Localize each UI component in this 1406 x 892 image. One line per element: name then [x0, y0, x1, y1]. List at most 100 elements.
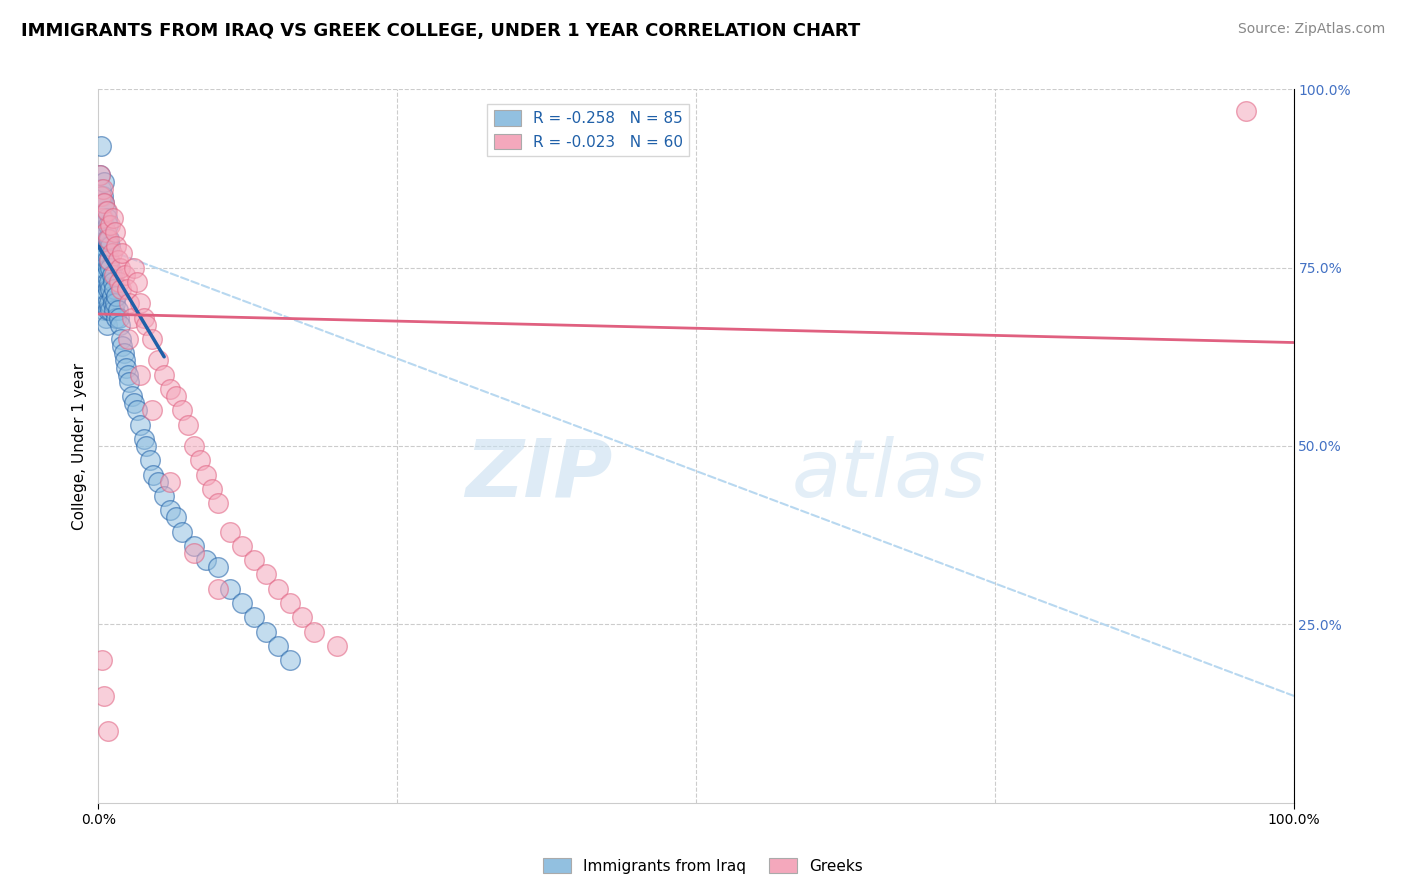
Point — [108, 260, 131, 275]
Point — [107, 303, 129, 318]
Point — [183, 539, 205, 553]
Point — [98, 239, 122, 253]
Point — [107, 275, 129, 289]
Point — [121, 310, 143, 325]
Point — [100, 246, 122, 260]
Point — [103, 282, 125, 296]
Point — [93, 689, 115, 703]
Point — [135, 439, 157, 453]
Point — [97, 282, 120, 296]
Point — [98, 296, 121, 310]
Point — [91, 260, 114, 275]
Point — [97, 218, 120, 232]
Point — [98, 282, 122, 296]
Point — [94, 268, 117, 282]
Point — [142, 467, 165, 482]
Point — [96, 232, 118, 246]
Point — [141, 403, 163, 417]
Point — [302, 624, 325, 639]
Point — [97, 260, 120, 275]
Point — [96, 318, 118, 332]
Point — [159, 475, 181, 489]
Point — [153, 368, 176, 382]
Point — [91, 239, 114, 253]
Point — [98, 260, 122, 275]
Point — [100, 289, 122, 303]
Point — [112, 346, 135, 360]
Point — [103, 303, 125, 318]
Legend: Immigrants from Iraq, Greeks: Immigrants from Iraq, Greeks — [537, 852, 869, 880]
Point — [115, 360, 138, 375]
Point — [100, 268, 122, 282]
Point — [254, 624, 277, 639]
Point — [94, 203, 117, 218]
Point — [125, 403, 148, 417]
Point — [93, 282, 115, 296]
Point — [111, 246, 134, 260]
Point — [93, 175, 115, 189]
Point — [110, 282, 132, 296]
Point — [90, 182, 112, 196]
Point — [96, 253, 118, 268]
Point — [159, 503, 181, 517]
Point — [129, 296, 152, 310]
Point — [97, 724, 120, 739]
Text: IMMIGRANTS FROM IRAQ VS GREEK COLLEGE, UNDER 1 YEAR CORRELATION CHART: IMMIGRANTS FROM IRAQ VS GREEK COLLEGE, U… — [21, 22, 860, 40]
Point — [129, 368, 152, 382]
Point — [98, 275, 121, 289]
Point — [153, 489, 176, 503]
Point — [93, 260, 115, 275]
Point — [124, 260, 146, 275]
Point — [165, 510, 187, 524]
Point — [101, 275, 124, 289]
Point — [98, 232, 121, 246]
Point — [104, 225, 127, 239]
Point — [96, 275, 118, 289]
Point — [94, 289, 117, 303]
Point — [172, 403, 194, 417]
Point — [91, 196, 114, 211]
Point — [101, 211, 124, 225]
Point — [291, 610, 314, 624]
Point — [91, 653, 114, 667]
Point — [114, 268, 136, 282]
Point — [125, 275, 148, 289]
Point — [94, 225, 117, 239]
Point — [117, 368, 139, 382]
Point — [96, 211, 118, 225]
Point — [177, 417, 200, 432]
Point — [278, 596, 301, 610]
Point — [117, 332, 139, 346]
Point — [91, 225, 114, 239]
Point — [91, 189, 114, 203]
Point — [243, 610, 266, 624]
Point — [110, 332, 132, 346]
Point — [93, 196, 115, 211]
Point — [97, 232, 120, 246]
Point — [118, 296, 141, 310]
Point — [93, 218, 115, 232]
Point — [97, 303, 120, 318]
Point — [231, 539, 253, 553]
Point — [139, 453, 162, 467]
Point — [107, 253, 129, 268]
Point — [98, 303, 122, 318]
Point — [93, 196, 115, 211]
Point — [243, 553, 266, 567]
Point — [195, 467, 218, 482]
Point — [201, 482, 224, 496]
Point — [114, 353, 136, 368]
Point — [135, 318, 157, 332]
Point — [124, 396, 146, 410]
Point — [1234, 103, 1257, 118]
Legend: R = -0.258   N = 85, R = -0.023   N = 60: R = -0.258 N = 85, R = -0.023 N = 60 — [488, 104, 689, 156]
Point — [89, 168, 111, 182]
Point — [172, 524, 194, 539]
Point — [94, 310, 117, 325]
Point — [89, 168, 111, 182]
Point — [91, 282, 114, 296]
Point — [254, 567, 277, 582]
Point — [104, 296, 127, 310]
Point — [219, 524, 242, 539]
Point — [267, 582, 290, 596]
